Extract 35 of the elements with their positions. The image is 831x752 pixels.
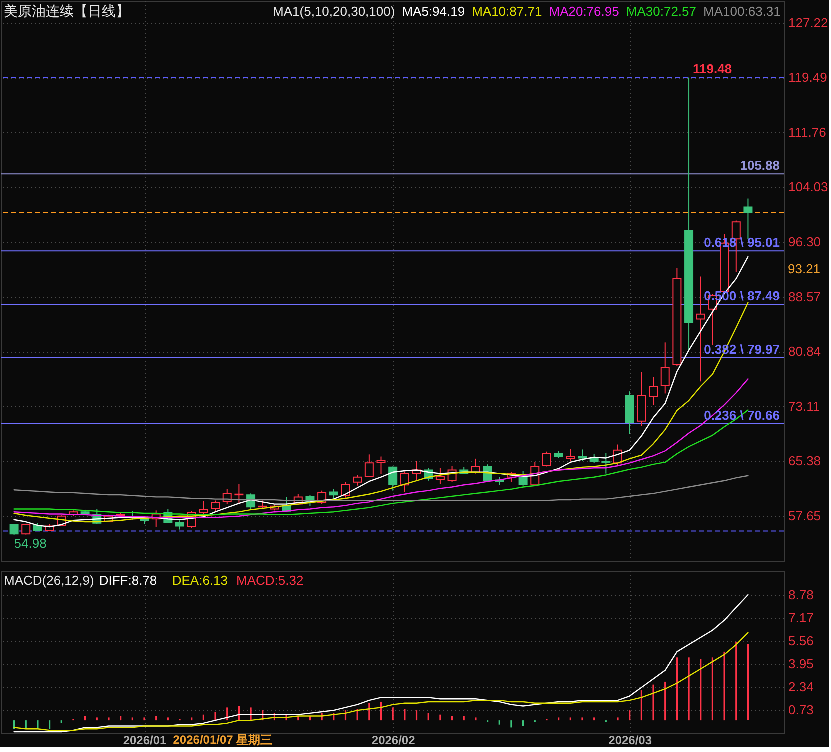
y-tick-label: 5.56: [788, 634, 814, 649]
annotation: 54.98: [14, 536, 47, 551]
legend-title: MACD(26,12,9): [4, 573, 94, 588]
x-tick-label: 2026/01: [123, 734, 168, 748]
text: MACD:5.32: [236, 573, 304, 588]
y-tick-label: 127.22: [788, 15, 828, 30]
text: DIFF:8.78: [99, 573, 158, 588]
x-tick-label: 2026/03: [608, 734, 652, 748]
chart-title: 美原油连续【日线】: [4, 3, 130, 19]
y-tick-label: 7.17: [788, 610, 814, 626]
ref-line-label: 105.88: [740, 158, 780, 174]
y-tick-label: 96.30: [788, 234, 822, 250]
y-tick-label: 80.84: [788, 344, 822, 360]
legend-title: MA1(5,10,20,30,100): [273, 4, 396, 19]
text: MA30:72.57: [626, 4, 697, 19]
y-tick-label: 2.34: [788, 680, 814, 695]
annotation: 2026/01/07 星期三: [173, 733, 273, 747]
y-tick-label: 0.73: [788, 702, 814, 718]
text: MA100:63.31: [704, 4, 781, 19]
y-tick-label: 65.38: [788, 454, 822, 469]
y-tick-label: 57.65: [788, 508, 822, 524]
y-tick-label: 104.03: [788, 180, 828, 195]
text: 93.21: [788, 261, 821, 276]
y-tick-label: 8.78: [788, 588, 814, 603]
text: DEA:6.13: [172, 573, 228, 588]
annotation: 119.48: [693, 62, 732, 77]
y-tick-label: 3.95: [788, 656, 814, 672]
y-tick-label: 88.57: [788, 289, 822, 304]
text: MA10:87.71: [472, 4, 542, 19]
text: MA5:94.19: [402, 4, 466, 19]
y-tick-label: 119.49: [788, 70, 828, 86]
y-tick-label: 73.11: [788, 398, 820, 414]
text: MA20:76.95: [549, 4, 620, 19]
y-tick-label: 111.76: [788, 124, 826, 140]
x-tick-label: 2026/02: [372, 734, 416, 748]
